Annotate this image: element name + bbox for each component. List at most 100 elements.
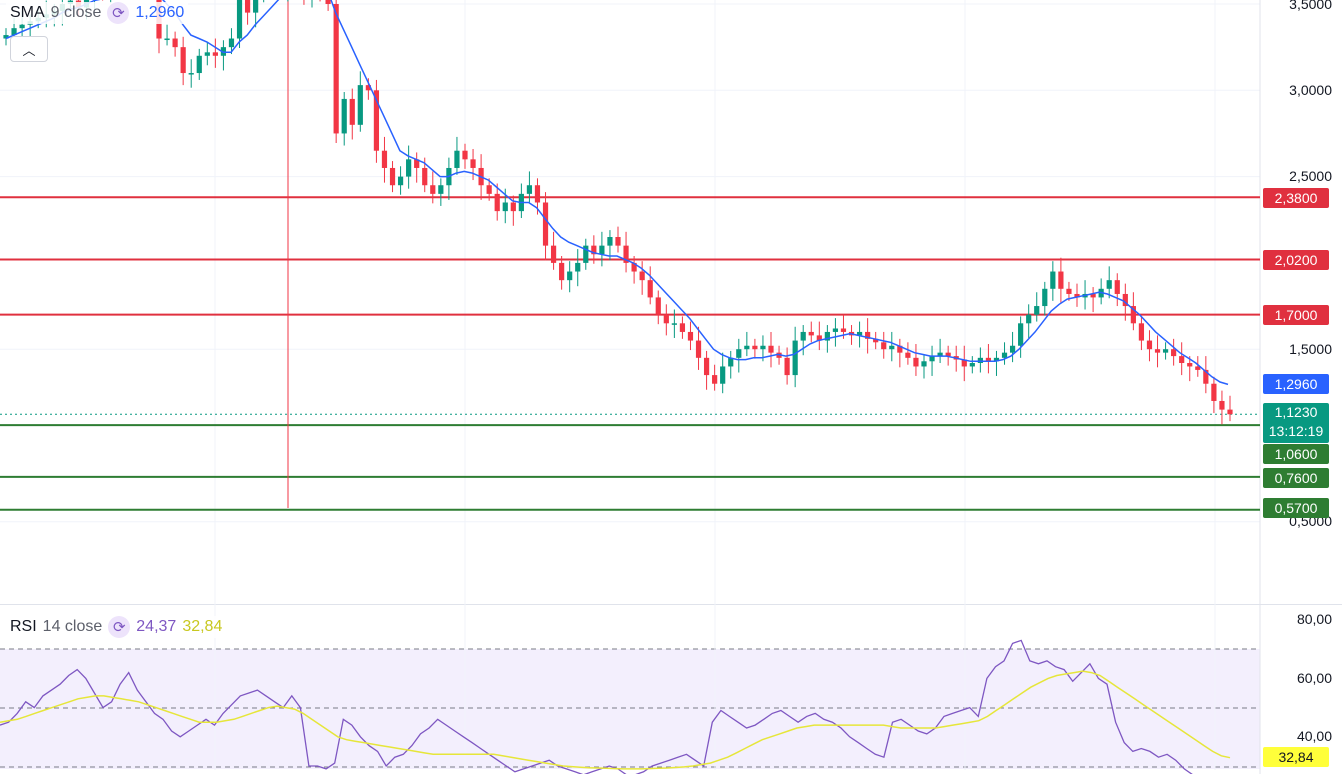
rsi-ma-value: 32,84 [182, 618, 223, 635]
candle-body [856, 331, 863, 336]
candle-body [977, 357, 983, 364]
candle-body [687, 331, 694, 341]
candle-body [623, 245, 629, 263]
candle-body [381, 150, 388, 168]
pane-separator [0, 604, 1342, 605]
candle-body [1130, 306, 1136, 324]
candle-body [204, 52, 210, 56]
candle-body [736, 349, 742, 358]
candle-body [1179, 356, 1185, 364]
candle-body [1203, 369, 1209, 384]
candle-body [695, 340, 702, 358]
rsi-tick-label: 40,00 [1292, 728, 1336, 744]
candle-body [325, 0, 331, 4]
candle-body [631, 262, 637, 272]
candle-body [430, 185, 436, 194]
sma-legend[interactable]: SMA 9 close ⟳ 1,2960 [6, 2, 189, 24]
candle-body [768, 345, 774, 353]
price-tick-label: 2,5000 [1285, 168, 1336, 184]
candle-body [655, 297, 661, 315]
resistance-tag-1: 2,3800 [1263, 188, 1329, 208]
candle-body [454, 150, 460, 168]
candle-body [1050, 271, 1056, 289]
candle-body [438, 185, 444, 194]
candle-body [1146, 340, 1153, 350]
candle-body [929, 356, 935, 362]
rsi-value: 24,37 [136, 618, 177, 635]
rsi-ma-tag: 32,84 [1263, 747, 1329, 767]
candle-body [1034, 306, 1040, 315]
refresh-icon[interactable]: ⟳ [107, 2, 130, 24]
candle-body [1114, 280, 1120, 294]
refresh-icon[interactable]: ⟳ [108, 616, 131, 638]
candle-body [897, 345, 903, 353]
candle-body [784, 357, 790, 376]
candle-body [1171, 349, 1177, 357]
candle-body [993, 357, 1000, 362]
rsi-legend[interactable]: RSI 14 close ⟳ 24,37 32,84 [6, 616, 227, 638]
candle-body [1009, 345, 1016, 353]
candle-body [703, 357, 710, 376]
candle-body [752, 345, 758, 350]
candle-body [470, 159, 476, 168]
candle-body [196, 55, 202, 74]
candle-body [639, 271, 645, 281]
candle-body [406, 159, 412, 177]
candle-body [985, 357, 992, 362]
candle-body [800, 331, 806, 341]
last-price-tag: 1,1230 13:12:19 [1263, 403, 1329, 443]
candle-body [1001, 352, 1008, 358]
candle-body [671, 323, 677, 325]
candle-body [816, 335, 822, 341]
candle-body [542, 202, 549, 246]
candle-body [486, 185, 492, 194]
candle-body [3, 35, 9, 39]
candle-body [333, 4, 339, 134]
candle-body [1058, 271, 1064, 289]
candle-body [172, 38, 178, 48]
candle-body [365, 85, 371, 91]
candle-body [679, 323, 686, 332]
candle-body [236, 0, 243, 39]
candle-body [1227, 409, 1233, 415]
candle-body [1122, 293, 1128, 307]
sma-name: SMA [10, 4, 45, 21]
candle-body [357, 85, 363, 125]
candle-body [559, 262, 565, 281]
candle-body [720, 366, 726, 384]
candle-body [913, 357, 919, 367]
candle-body [180, 47, 186, 74]
candle-body [1162, 349, 1169, 353]
candle-body [1211, 383, 1217, 401]
candle-body [905, 352, 911, 358]
candle-body [341, 98, 347, 134]
candle-body [228, 38, 235, 48]
candle-body [728, 357, 734, 367]
chevron-up-icon: ︿ [22, 42, 36, 58]
candle-body [615, 237, 621, 246]
candle-body [969, 363, 975, 367]
candle-body [1026, 314, 1032, 324]
candle-body [1066, 288, 1072, 294]
candle-body [1154, 349, 1161, 353]
candle-body [832, 328, 839, 332]
rsi-ma-line [0, 670, 1231, 770]
candle-body [1074, 293, 1080, 298]
candle-body [865, 331, 871, 339]
candle-body [583, 245, 589, 263]
price-tick-label: 1,5000 [1285, 341, 1336, 357]
candle-body [510, 202, 516, 212]
candle-body [244, 0, 251, 13]
candle-body [921, 361, 927, 367]
bar-countdown: 13:12:19 [1268, 423, 1324, 439]
candle-body [840, 328, 847, 332]
candle-body [19, 24, 25, 29]
candle-body [373, 90, 380, 151]
candle-body [502, 202, 508, 212]
rsi-tick-label: 60,00 [1292, 670, 1336, 686]
candle-body [389, 167, 396, 186]
price-tick-label: 3,0000 [1285, 82, 1336, 98]
candle-body [599, 245, 605, 255]
collapse-legend-button[interactable]: ︿ [10, 36, 48, 62]
candle-body [253, 0, 259, 13]
